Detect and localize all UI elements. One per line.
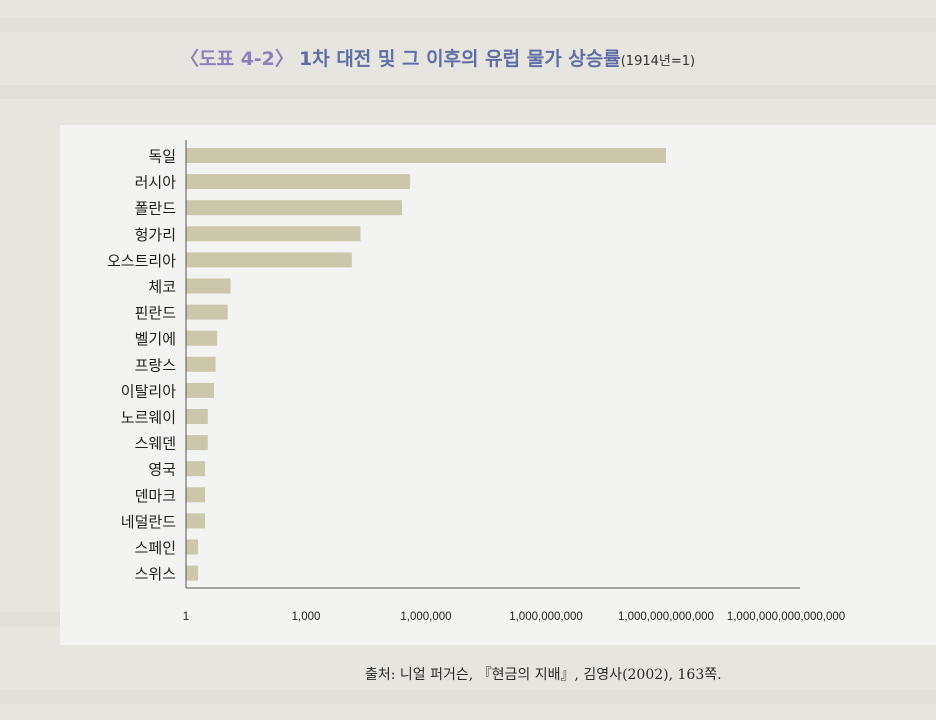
- bar: [186, 565, 199, 581]
- bar: [186, 513, 206, 529]
- title-main: 1차 대전 및 그 이후의 유럽 물가 상승률: [299, 48, 621, 70]
- bar: [186, 148, 666, 163]
- x-tick-label: 1,000: [292, 611, 321, 623]
- bar: [186, 435, 208, 451]
- bar: [186, 252, 352, 268]
- category-label: 벨기에: [135, 330, 176, 348]
- bar: [186, 330, 218, 346]
- bar: [186, 200, 402, 216]
- x-tick-label: 1,000,000,000: [509, 611, 583, 623]
- bar: [186, 174, 411, 190]
- bar: [186, 487, 206, 503]
- source-note: 출처: 니얼 퍼거슨, 『현금의 지배』, 김영사(2002), 163쪽.: [365, 667, 722, 683]
- category-label: 핀란드: [135, 304, 177, 322]
- category-label: 덴마크: [135, 487, 176, 505]
- bar: [186, 304, 228, 320]
- category-label: 폴란드: [135, 200, 177, 218]
- x-tick-label: 1,000,000: [400, 611, 451, 623]
- bar: [186, 356, 216, 372]
- category-label: 스웨덴: [135, 435, 176, 453]
- figure-number: 〈도표 4-2〉: [180, 48, 294, 70]
- category-label: 헝가리: [135, 226, 176, 244]
- category-label: 러시아: [135, 174, 177, 192]
- x-tick-label: 1,000,000,000,000,000: [727, 611, 845, 623]
- category-label: 체코: [148, 278, 176, 296]
- category-label: 독일: [148, 148, 176, 166]
- bar: [186, 539, 199, 555]
- bar: [186, 461, 206, 477]
- title-subtitle: (1914년=1): [620, 54, 696, 69]
- category-label: 스페인: [135, 539, 176, 557]
- bar: [186, 409, 208, 424]
- category-label: 네덜란드: [121, 513, 176, 531]
- category-label: 노르웨이: [121, 409, 176, 427]
- category-label: 영국: [148, 461, 176, 479]
- x-tick-label: 1,000,000,000,000: [618, 611, 714, 623]
- category-label: 이탈리아: [121, 382, 176, 400]
- x-tick-label: 1: [183, 611, 189, 623]
- bar: [186, 382, 214, 398]
- bar: [186, 278, 231, 294]
- chart-title: 〈도표 4-2〉 1차 대전 및 그 이후의 유럽 물가 상승률(1914년=1…: [180, 44, 695, 71]
- bar: [186, 226, 361, 242]
- category-label: 프랑스: [135, 356, 177, 374]
- category-label: 스위스: [135, 565, 177, 583]
- category-label: 오스트리아: [107, 252, 176, 270]
